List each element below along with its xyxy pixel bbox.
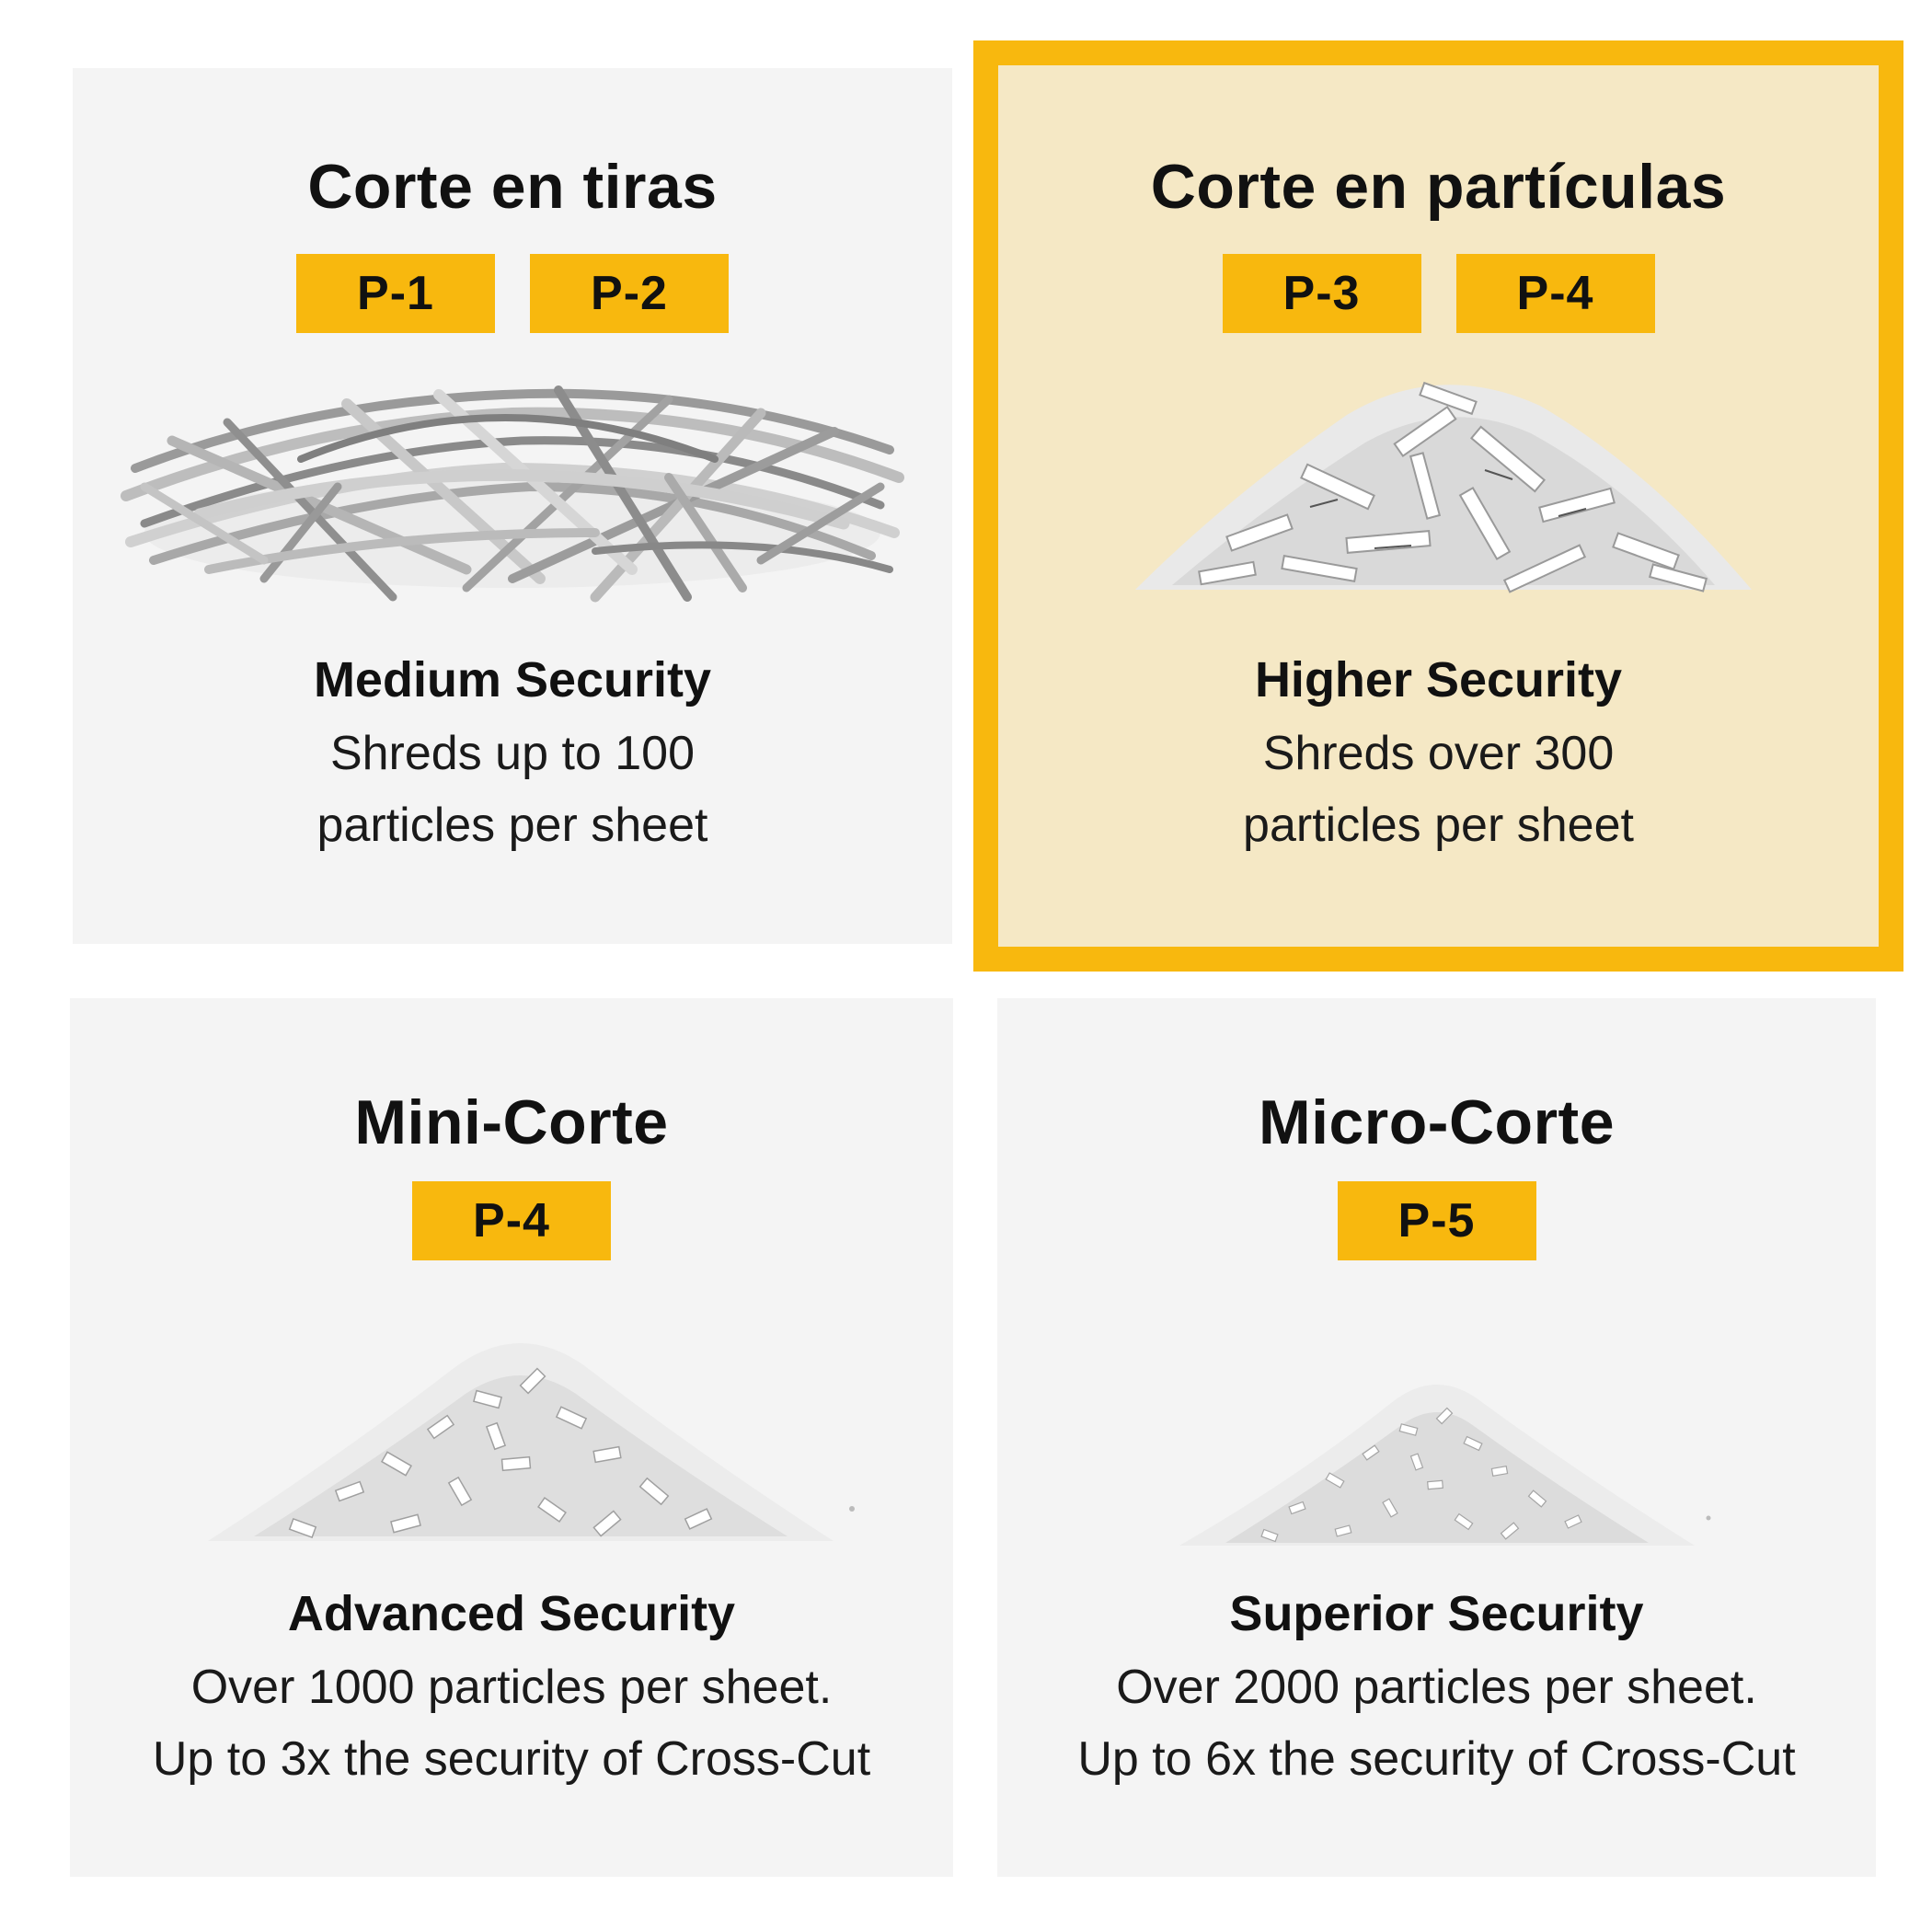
description-line: Over 1000 particles per sheet.: [190, 1661, 833, 1714]
security-description: Shreds up to 100 particles per sheet: [73, 718, 952, 861]
security-level-badge: P-3: [1222, 254, 1421, 333]
security-level-badges: P-5: [997, 1181, 1876, 1260]
card-title: Micro-Corte: [1258, 1087, 1616, 1157]
security-level-badge: P-4: [1455, 254, 1655, 333]
description-line: particles per sheet: [1243, 799, 1634, 852]
security-heading: Superior Security: [1229, 1586, 1644, 1641]
description-line: Up to 3x the security of Cross-Cut: [152, 1732, 871, 1786]
description-line: Shreds over 300: [1262, 727, 1615, 780]
security-level-badges: P-1 P-2: [73, 254, 952, 333]
card-title: Mini-Corte: [354, 1087, 669, 1157]
card-strip-cut: Corte en tiras P-1 P-2: [73, 68, 952, 944]
security-level-badges: P-4: [70, 1181, 953, 1260]
security-level-badge: P-5: [1337, 1181, 1536, 1260]
description-line: Up to 6x the security of Cross-Cut: [1077, 1732, 1796, 1786]
security-description: Shreds over 300 particles per sheet: [998, 718, 1879, 861]
security-description: Over 2000 particles per sheet. Up to 6x …: [997, 1651, 1876, 1795]
security-level-badge: P-4: [412, 1181, 611, 1260]
card-cross-cut: Corte en partículas P-3 P-4: [973, 40, 1903, 972]
description-line: Over 2000 particles per sheet.: [1116, 1661, 1757, 1714]
security-level-badge: P-2: [530, 254, 729, 333]
card-title: Corte en tiras: [307, 152, 718, 222]
security-heading: Advanced Security: [287, 1586, 736, 1641]
micro-cut-paper-pile-icon: [997, 1339, 1876, 1559]
security-heading: Higher Security: [1254, 652, 1623, 707]
card-title: Corte en partículas: [1150, 152, 1727, 222]
security-level-badges: P-3 P-4: [998, 254, 1879, 333]
strip-cut-paper-pile-icon: [73, 349, 952, 615]
card-mini-cut: Mini-Corte P-4: [70, 998, 953, 1877]
description-line: Shreds up to 100: [329, 727, 696, 780]
security-level-badge: P-1: [296, 254, 495, 333]
card-micro-cut: Micro-Corte P-5: [997, 998, 1876, 1877]
description-line: particles per sheet: [316, 799, 708, 852]
security-heading: Medium Security: [313, 652, 712, 707]
security-description: Over 1000 particles per sheet. Up to 3x …: [70, 1651, 953, 1795]
cross-cut-paper-pile-icon: [998, 341, 1879, 617]
mini-cut-paper-pile-icon: [70, 1302, 953, 1559]
